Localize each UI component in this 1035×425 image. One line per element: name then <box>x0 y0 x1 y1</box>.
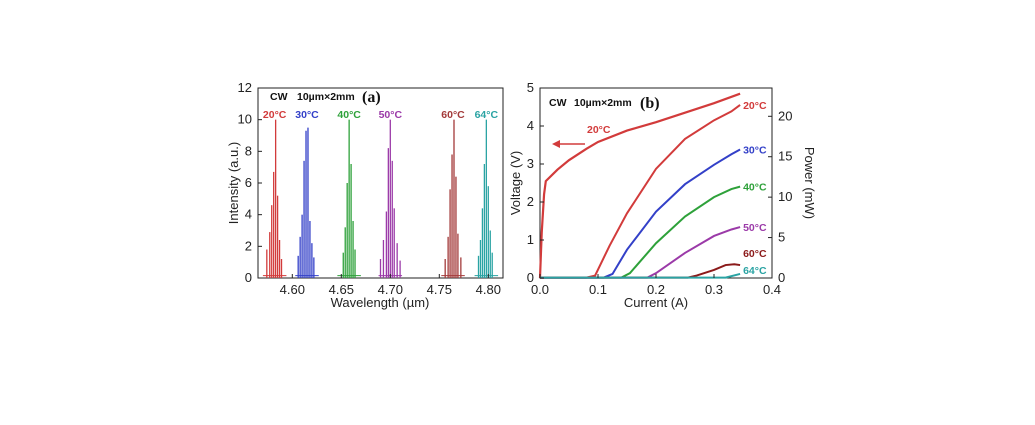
panel-b-y-label: Voltage (V) <box>508 151 523 215</box>
x-tick-label: 0.4 <box>763 282 781 297</box>
spectrum-60c <box>441 119 465 278</box>
x-tick-label: 4.70 <box>378 282 403 297</box>
panel-b-ticks: 0 1 2 3 4 5 0 5 10 15 20 0.0 0.1 0.2 0.3 0.4 <box>527 80 793 297</box>
power-curve-20c <box>540 104 741 279</box>
temperature-label: 50°C <box>379 109 403 121</box>
x-tick-label: 0.0 <box>531 282 549 297</box>
panel-a-y-label: Intensity (a.u.) <box>226 142 241 224</box>
y-tick-label: 12 <box>238 80 252 95</box>
x-tick-label: 4.80 <box>476 282 501 297</box>
panel-a-x-label: Wavelength (µm) <box>331 295 430 310</box>
y-tick-label: 0 <box>527 270 534 285</box>
y-tick-label: 4 <box>245 207 252 222</box>
panel-b-x-label: Current (A) <box>624 295 688 310</box>
panel-b-voltage-arrow: 20°C <box>552 124 611 148</box>
y2-tick-label: 15 <box>778 149 792 164</box>
x-tick-label: 0.1 <box>589 282 607 297</box>
x-tick-label: 4.60 <box>280 282 305 297</box>
y2-tick-label: 20 <box>778 108 792 123</box>
y-tick-label: 1 <box>527 232 534 247</box>
panel-a-letter: (a) <box>362 89 381 106</box>
y-tick-label: 0 <box>245 270 252 285</box>
spectrum-30c <box>295 127 319 278</box>
panel-b-frame <box>539 87 773 279</box>
x-tick-label: 0.3 <box>705 282 723 297</box>
panel-b-condition: CW <box>549 97 567 109</box>
y-tick-label: 6 <box>245 175 252 190</box>
y-tick-label: 3 <box>527 156 534 171</box>
panel-a-temperature-labels: 20°C 30°C 40°C 50°C 60°C 64°C <box>263 109 499 121</box>
power-curve-60c <box>540 263 741 279</box>
y2-tick-label: 5 <box>778 230 785 245</box>
y-tick-label: 4 <box>527 118 534 133</box>
panel-a-spectra-peaks <box>262 119 499 278</box>
power-label: 64°C <box>743 265 767 277</box>
panel-b-device: 10µm×2mm <box>574 97 632 109</box>
temperature-label: 64°C <box>475 109 499 121</box>
panel-b-y2-label: Power (mW) <box>802 147 817 219</box>
y-tick-label: 8 <box>245 143 252 158</box>
spectrum-40c <box>337 119 361 278</box>
panel-b-letter: (b) <box>640 95 660 112</box>
panel-a-spectra: 0 2 4 6 8 10 12 4.60 4.65 4.70 4.75 4.80 CW 10µm×2m… <box>226 80 504 310</box>
voltage-arrow-label: 20°C <box>587 124 611 136</box>
temperature-label: 20°C <box>263 109 287 121</box>
power-label: 60°C <box>743 248 767 260</box>
y-tick-label: 10 <box>238 112 252 127</box>
temperature-label: 60°C <box>441 109 465 121</box>
y2-tick-label: 10 <box>778 189 792 204</box>
panel-b-power-labels: 20°C 30°C 40°C 50°C 60°C 64°C <box>743 100 767 277</box>
spectrum-20c <box>262 119 287 278</box>
panel-a-device: 10µm×2mm <box>297 91 355 103</box>
voltage-curve-20c <box>538 92 741 279</box>
power-curve-64c <box>540 272 741 279</box>
y-tick-label: 2 <box>527 194 534 209</box>
panel-b-curves <box>538 92 741 279</box>
temperature-label: 30°C <box>295 109 319 121</box>
power-label: 50°C <box>743 222 767 234</box>
power-label: 40°C <box>743 182 767 194</box>
x-tick-label: 4.75 <box>427 282 452 297</box>
power-curve-30c <box>540 148 741 279</box>
spectrum-50c <box>378 119 403 278</box>
power-curve-50c <box>540 226 741 279</box>
power-label: 30°C <box>743 144 767 156</box>
panel-b-liv: 0 1 2 3 4 5 0 5 10 15 20 0.0 0.1 0.2 0.3 0.4 CW 10µm×2m… <box>508 80 817 310</box>
y-tick-label: 2 <box>245 238 252 253</box>
temperature-label: 40°C <box>337 109 361 121</box>
panel-a-ticks: 0 2 4 6 8 10 12 4.60 4.65 4.70 4.75 4.80 <box>238 80 501 297</box>
y-tick-label: 5 <box>527 80 534 95</box>
x-tick-label: 0.2 <box>647 282 665 297</box>
x-tick-label: 4.65 <box>329 282 354 297</box>
voltage-arrow-head <box>552 140 560 148</box>
y2-tick-label: 0 <box>778 270 785 285</box>
spectrum-64c <box>474 119 499 278</box>
power-label: 20°C <box>743 100 767 112</box>
panel-a-condition: CW <box>270 91 288 103</box>
